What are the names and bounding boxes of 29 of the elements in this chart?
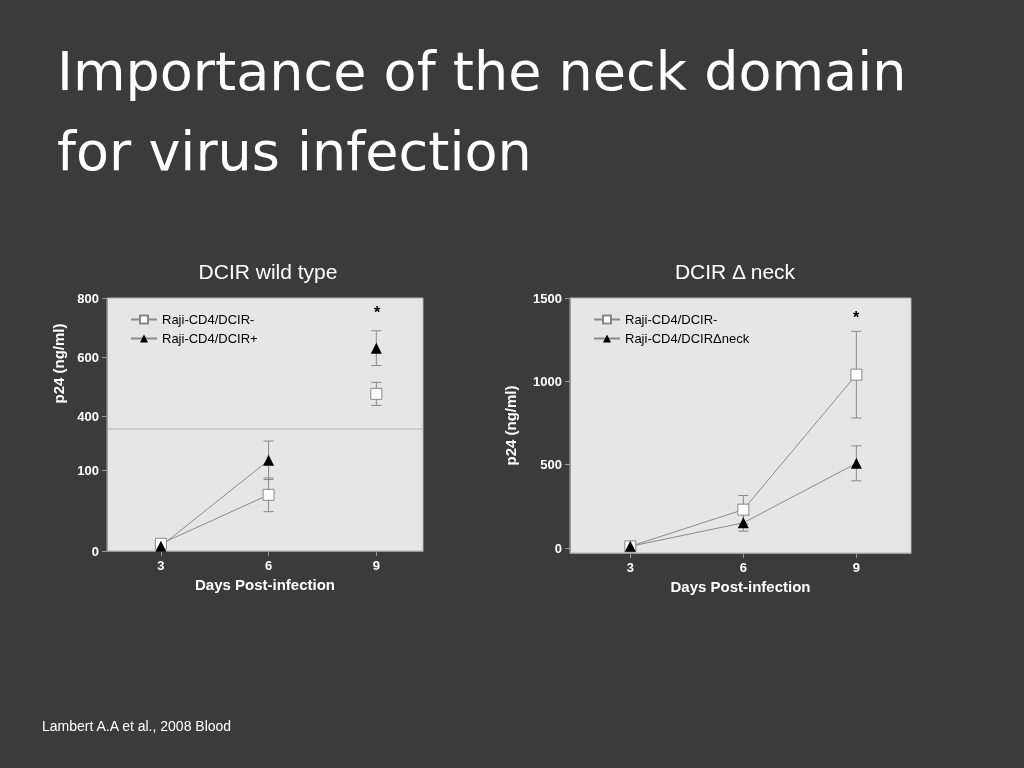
y-tick-label: 400 xyxy=(77,408,99,424)
x-axis-title: Days Post-infection xyxy=(670,577,811,595)
y-tick-label: 100 xyxy=(77,463,99,479)
y-tick-label: 0 xyxy=(91,543,99,559)
annotation: * xyxy=(373,303,381,321)
y-tick-label: 1500 xyxy=(533,290,562,306)
y-axis-title: p24 (ng/ml) xyxy=(50,323,68,404)
text: Lambert A.A et al., 2008 Blood xyxy=(42,718,232,734)
y-tick-label: 1000 xyxy=(533,373,562,389)
y-tick-label: 800 xyxy=(77,290,99,306)
y-tick-label: 600 xyxy=(77,349,99,365)
x-tick-label: 6 xyxy=(739,560,747,575)
x-tick-label: 9 xyxy=(372,558,380,573)
y-tick-label: 500 xyxy=(540,457,562,473)
x-tick-label: 3 xyxy=(157,558,165,573)
chart-subtitle: DCIR wild type xyxy=(198,260,338,283)
chart-title: Importance of the neck domain for virus infection xyxy=(57,39,908,185)
x-tick-label: 9 xyxy=(852,560,860,575)
chart-subtitle: DCIR Δ neck xyxy=(674,260,796,283)
legend-label: Raji-CD4/DCIR+ xyxy=(162,331,258,346)
annotation: * xyxy=(852,308,860,326)
x-axis-title: Days Post-infection xyxy=(194,575,336,593)
y-axis-title: p24 (ng/ml) xyxy=(502,385,519,466)
x-tick-label: 6 xyxy=(264,558,273,573)
legend-label: Raji-CD4/DCIRΔneck xyxy=(625,331,750,346)
legend-label: Raji-CD4/DCIR- xyxy=(162,312,255,327)
y-tick-label: 0 xyxy=(554,540,562,556)
legend-label: Raji-CD4/DCIR- xyxy=(625,312,718,327)
x-tick-label: 3 xyxy=(626,560,634,575)
